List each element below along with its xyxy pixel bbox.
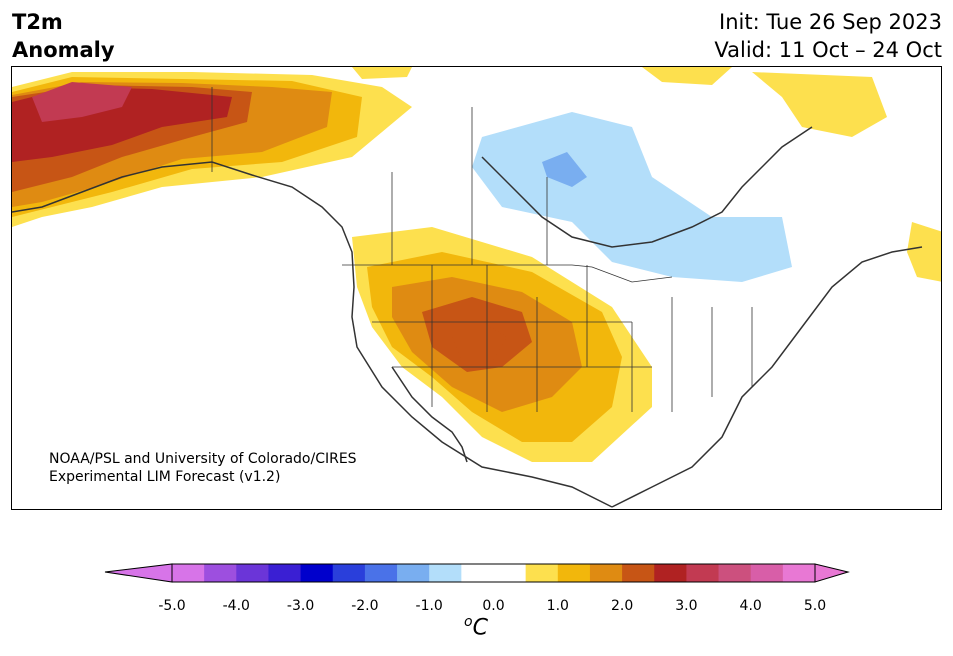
coastlines (12, 126, 923, 508)
credit-text: NOAA/PSL and University of Colorado/CIRE… (49, 450, 357, 486)
forecast-dates: Init: Tue 26 Sep 2023 Valid: 11 Oct – 24… (714, 8, 942, 64)
unit-main: C (472, 615, 488, 641)
political-borders (211, 87, 753, 412)
colorbar-cell (622, 564, 655, 582)
colorbar-cells (172, 564, 816, 582)
title-line-2: Anomaly (12, 38, 115, 62)
canada-cool-region (472, 112, 792, 282)
arctic-warm-patches (352, 67, 941, 282)
colorbar-tick-label: -4.0 (222, 598, 250, 614)
unit-super: o (464, 614, 473, 630)
colorbar-tick-label: 2.0 (610, 598, 634, 614)
colorbar-tick-label: 3.0 (675, 598, 698, 614)
anomaly-map (12, 67, 941, 508)
colorbar-tick-label: 0.0 (482, 598, 505, 614)
colorbar-tick-label: 5.0 (803, 598, 827, 614)
colorbar-tick-label: -3.0 (286, 598, 315, 614)
colorbar (104, 563, 850, 583)
colorbar-cell (429, 564, 462, 582)
colorbar-low-extend (104, 563, 173, 583)
alaska-warm-region (12, 72, 412, 227)
colorbar-cell (300, 564, 334, 582)
valid-date: Valid: 11 Oct – 24 Oct (714, 38, 942, 62)
credit-line-2: Experimental LIM Forecast (v1.2) (49, 469, 281, 485)
colorbar-tick-label: -5.0 (158, 598, 186, 614)
us-warm-region (352, 227, 652, 462)
credit-line-1: NOAA/PSL and University of Colorado/CIRE… (49, 451, 357, 467)
colorbar-cell (589, 564, 623, 582)
map-panel (11, 66, 942, 510)
colorbar-cell (268, 564, 302, 582)
colorbar-outline (171, 563, 816, 583)
title-line-1: T2m (12, 10, 63, 34)
colorbar-cell (172, 564, 205, 582)
colorbar-tick-label: 1.0 (546, 598, 569, 614)
colorbar-cell (718, 564, 752, 582)
map-title: T2m Anomaly (12, 8, 115, 64)
colorbar-cell (364, 564, 398, 582)
colorbar-cell (557, 564, 591, 582)
colorbar-cell (686, 564, 720, 582)
colorbar-cell (397, 564, 430, 582)
colorbar-cell (493, 564, 527, 582)
colorbar-tick-label: -2.0 (351, 598, 379, 614)
colorbar-high-extend (814, 563, 850, 583)
colorbar-cell (461, 564, 494, 582)
init-date: Init: Tue 26 Sep 2023 (719, 10, 942, 34)
colorbar-cell (204, 564, 237, 582)
colorbar-cell (332, 564, 366, 582)
colorbar-cell (750, 564, 784, 582)
unit-label: oC (464, 614, 488, 640)
colorbar-tick-label: -1.0 (415, 598, 443, 614)
colorbar-cell (654, 564, 687, 582)
colorbar-tick-label: 4.0 (739, 598, 762, 614)
colorbar-cell (525, 564, 559, 582)
colorbar-cell (236, 564, 269, 582)
colorbar-cell (782, 564, 816, 582)
